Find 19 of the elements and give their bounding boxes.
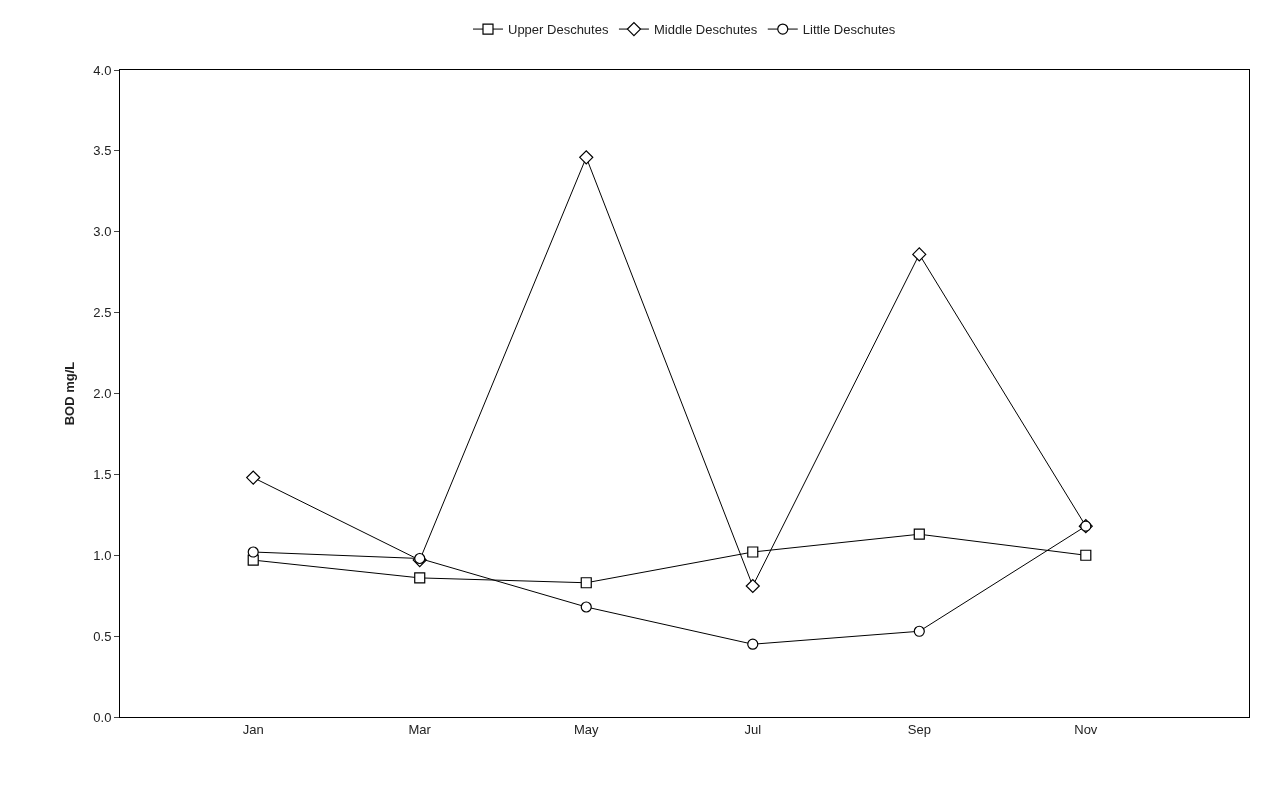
x-tick-label: Mar — [408, 721, 432, 737]
y-tick-label: 2.5 — [93, 305, 112, 321]
y-tick-label: 3.5 — [93, 143, 112, 159]
y-tick-label: 4.0 — [93, 62, 112, 78]
legend-label: Little Deschutes — [802, 22, 896, 38]
legend-label: Middle Deschutes — [653, 22, 758, 38]
y-axis-title: BOD mg/L — [62, 361, 78, 426]
legend-label: Upper Deschutes — [508, 22, 609, 38]
y-tick-label: 0.5 — [93, 628, 112, 644]
x-tick-label: Sep — [907, 721, 931, 737]
x-tick-label: Jul — [744, 721, 762, 737]
y-tick-label: 3.0 — [93, 224, 112, 240]
y-tick-label: 2.0 — [93, 386, 112, 402]
x-tick-label: May — [573, 721, 600, 737]
y-tick-label: 0.0 — [93, 709, 112, 725]
x-tick-label: Jan — [242, 721, 264, 737]
y-tick-label: 1.5 — [93, 466, 112, 482]
x-tick-label: Nov — [1074, 721, 1098, 737]
y-tick-label: 1.0 — [93, 547, 112, 563]
